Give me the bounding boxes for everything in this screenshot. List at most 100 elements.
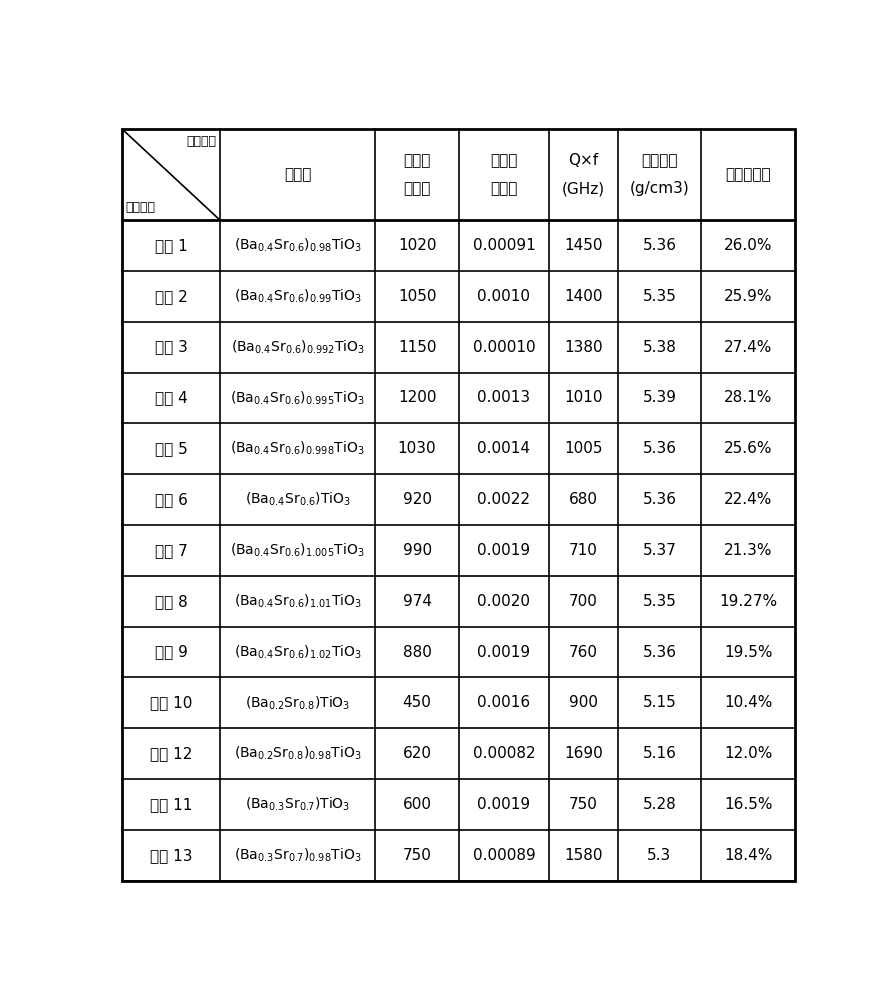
Text: 样品 9: 样品 9	[155, 645, 188, 660]
Text: 21.3%: 21.3%	[723, 543, 772, 558]
Text: 1030: 1030	[397, 441, 436, 456]
Text: 1690: 1690	[563, 746, 603, 761]
Text: 0.0016: 0.0016	[477, 695, 530, 710]
Text: 16.5%: 16.5%	[723, 797, 772, 812]
Text: 样品 12: 样品 12	[150, 746, 192, 761]
Text: 10.4%: 10.4%	[723, 695, 772, 710]
Text: 19.5%: 19.5%	[723, 645, 772, 660]
Text: 样品 8: 样品 8	[155, 594, 187, 609]
Text: 450: 450	[402, 695, 431, 710]
Text: 样品编号: 样品编号	[125, 201, 156, 214]
Text: 0.0019: 0.0019	[477, 645, 530, 660]
Text: 样品 7: 样品 7	[155, 543, 187, 558]
Text: 1580: 1580	[563, 848, 602, 863]
Text: 5.36: 5.36	[642, 441, 676, 456]
Text: 5.16: 5.16	[642, 746, 676, 761]
Text: (Ba$_{0.3}$Sr$_{0.7}$)$_{0.98}$TiO$_3$: (Ba$_{0.3}$Sr$_{0.7}$)$_{0.98}$TiO$_3$	[233, 847, 361, 864]
Text: 样品 6: 样品 6	[155, 492, 188, 507]
Text: 600: 600	[402, 797, 431, 812]
Text: 样品 13: 样品 13	[149, 848, 192, 863]
Text: (Ba$_{0.2}$Sr$_{0.8}$)$_{0.98}$TiO$_3$: (Ba$_{0.2}$Sr$_{0.8}$)$_{0.98}$TiO$_3$	[233, 745, 361, 762]
Text: 样品 11: 样品 11	[150, 797, 192, 812]
Text: 620: 620	[402, 746, 431, 761]
Text: 微波介: 微波介	[403, 153, 430, 168]
Text: 5.35: 5.35	[642, 289, 676, 304]
Text: (Ba$_{0.3}$Sr$_{0.7}$)TiO$_3$: (Ba$_{0.3}$Sr$_{0.7}$)TiO$_3$	[245, 796, 350, 813]
Text: 电损耗: 电损耗	[490, 181, 517, 196]
Text: 0.0022: 0.0022	[477, 492, 530, 507]
Text: 1380: 1380	[563, 340, 603, 355]
Text: (GHz): (GHz)	[561, 181, 604, 196]
Text: 样品 1: 样品 1	[155, 238, 187, 253]
Text: 0.00091: 0.00091	[472, 238, 535, 253]
Text: 0.0010: 0.0010	[477, 289, 530, 304]
Text: 25.6%: 25.6%	[723, 441, 772, 456]
Text: 1150: 1150	[398, 340, 436, 355]
Text: 5.36: 5.36	[642, 645, 676, 660]
Text: 电常数: 电常数	[403, 181, 430, 196]
Text: 990: 990	[402, 543, 431, 558]
Text: 28.1%: 28.1%	[723, 390, 772, 405]
Text: 1050: 1050	[398, 289, 436, 304]
Text: (g/cm3): (g/cm3)	[628, 181, 688, 196]
Text: 5.39: 5.39	[642, 390, 676, 405]
Text: 5.3: 5.3	[646, 848, 670, 863]
Text: (Ba$_{0.4}$Sr$_{0.6}$)$_{0.998}$TiO$_3$: (Ba$_{0.4}$Sr$_{0.6}$)$_{0.998}$TiO$_3$	[231, 440, 365, 457]
Text: 710: 710	[569, 543, 597, 558]
Text: 样品 10: 样品 10	[150, 695, 192, 710]
Text: 27.4%: 27.4%	[723, 340, 772, 355]
Text: 样品 2: 样品 2	[155, 289, 187, 304]
Text: 介电可调性: 介电可调性	[724, 167, 770, 182]
Text: 1005: 1005	[563, 441, 602, 456]
Text: (Ba$_{0.4}$Sr$_{0.6}$)TiO$_3$: (Ba$_{0.4}$Sr$_{0.6}$)TiO$_3$	[244, 491, 350, 508]
Text: 0.00082: 0.00082	[472, 746, 535, 761]
Text: 920: 920	[402, 492, 431, 507]
Text: (Ba$_{0.4}$Sr$_{0.6}$)$_{0.995}$TiO$_3$: (Ba$_{0.4}$Sr$_{0.6}$)$_{0.995}$TiO$_3$	[231, 389, 365, 407]
Text: 0.0019: 0.0019	[477, 797, 530, 812]
Text: 0.0014: 0.0014	[477, 441, 530, 456]
Text: 微波介: 微波介	[490, 153, 517, 168]
Text: 700: 700	[569, 594, 597, 609]
Text: 19.27%: 19.27%	[718, 594, 776, 609]
Text: 25.9%: 25.9%	[723, 289, 772, 304]
Text: 1400: 1400	[563, 289, 602, 304]
Text: 1450: 1450	[563, 238, 602, 253]
Text: 12.0%: 12.0%	[723, 746, 772, 761]
Text: 974: 974	[402, 594, 431, 609]
Text: 介电性能: 介电性能	[186, 135, 216, 148]
Text: 5.36: 5.36	[642, 492, 676, 507]
Text: 样品 5: 样品 5	[155, 441, 187, 456]
Text: 880: 880	[402, 645, 431, 660]
Text: 0.0013: 0.0013	[477, 390, 530, 405]
Text: 18.4%: 18.4%	[723, 848, 772, 863]
Text: 5.38: 5.38	[642, 340, 676, 355]
Text: 0.00010: 0.00010	[472, 340, 535, 355]
Text: 化学式: 化学式	[283, 167, 311, 182]
Text: 26.0%: 26.0%	[723, 238, 772, 253]
Text: 1200: 1200	[398, 390, 436, 405]
Text: 5.15: 5.15	[642, 695, 676, 710]
Text: 760: 760	[569, 645, 597, 660]
Text: 750: 750	[569, 797, 597, 812]
Text: 5.35: 5.35	[642, 594, 676, 609]
Text: 5.36: 5.36	[642, 238, 676, 253]
Text: 5.37: 5.37	[642, 543, 676, 558]
Text: 0.0019: 0.0019	[477, 543, 530, 558]
Text: (Ba$_{0.4}$Sr$_{0.6}$)$_{1.01}$TiO$_3$: (Ba$_{0.4}$Sr$_{0.6}$)$_{1.01}$TiO$_3$	[233, 593, 361, 610]
Text: (Ba$_{0.4}$Sr$_{0.6}$)$_{0.99}$TiO$_3$: (Ba$_{0.4}$Sr$_{0.6}$)$_{0.99}$TiO$_3$	[233, 288, 361, 305]
Text: Q×f: Q×f	[568, 153, 598, 168]
Text: (Ba$_{0.4}$Sr$_{0.6}$)$_{0.98}$TiO$_3$: (Ba$_{0.4}$Sr$_{0.6}$)$_{0.98}$TiO$_3$	[233, 237, 361, 254]
Text: 体积密度: 体积密度	[640, 153, 677, 168]
Text: 750: 750	[402, 848, 431, 863]
Text: 1020: 1020	[398, 238, 436, 253]
Text: 0.0020: 0.0020	[477, 594, 530, 609]
Text: 0.00089: 0.00089	[472, 848, 535, 863]
Text: 680: 680	[569, 492, 597, 507]
Text: 22.4%: 22.4%	[723, 492, 772, 507]
Text: (Ba$_{0.2}$Sr$_{0.8}$)TiO$_3$: (Ba$_{0.2}$Sr$_{0.8}$)TiO$_3$	[245, 694, 350, 712]
Text: (Ba$_{0.4}$Sr$_{0.6}$)$_{0.992}$TiO$_3$: (Ba$_{0.4}$Sr$_{0.6}$)$_{0.992}$TiO$_3$	[231, 338, 365, 356]
Text: (Ba$_{0.4}$Sr$_{0.6}$)$_{1.02}$TiO$_3$: (Ba$_{0.4}$Sr$_{0.6}$)$_{1.02}$TiO$_3$	[233, 643, 361, 661]
Text: (Ba$_{0.4}$Sr$_{0.6}$)$_{1.005}$TiO$_3$: (Ba$_{0.4}$Sr$_{0.6}$)$_{1.005}$TiO$_3$	[231, 542, 365, 559]
Text: 样品 4: 样品 4	[155, 390, 187, 405]
Text: 900: 900	[569, 695, 597, 710]
